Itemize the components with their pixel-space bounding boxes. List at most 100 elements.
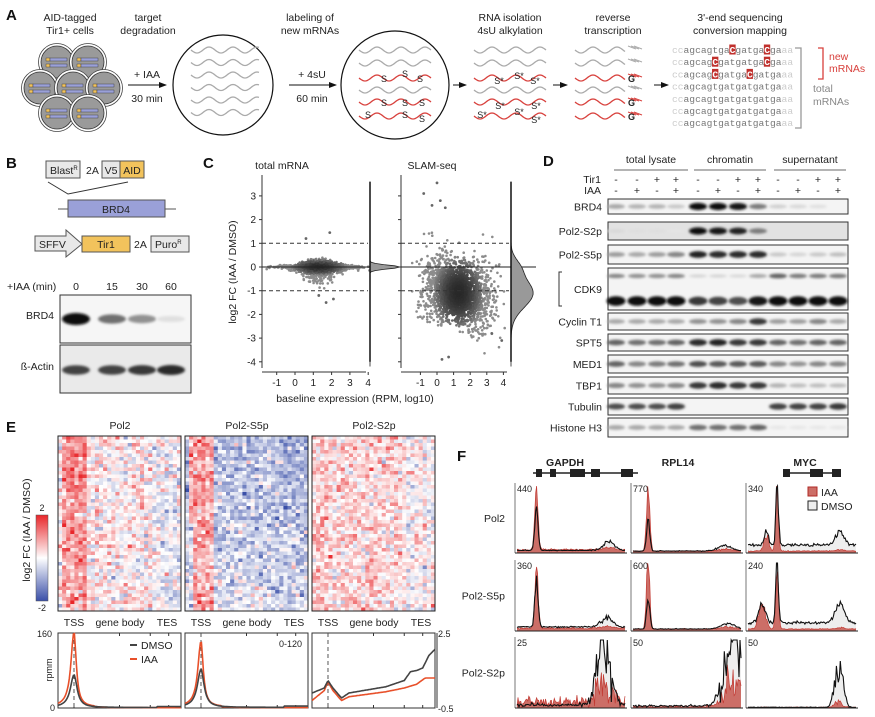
heatmap-cell	[66, 464, 71, 468]
scatter-point	[493, 287, 496, 290]
heatmap-cell	[152, 520, 157, 524]
iaa-sign: -	[736, 185, 740, 197]
blot-band	[729, 202, 747, 211]
heatmap-cell	[115, 443, 120, 447]
heatmap-cell	[160, 450, 165, 454]
blot-band	[809, 252, 827, 257]
heatmap-cell	[99, 502, 104, 507]
scatter-point	[453, 262, 456, 265]
brd4-allele-icon	[80, 114, 99, 119]
heatmap-cell	[66, 502, 71, 507]
scatter-outlier	[435, 181, 439, 185]
scatter-point	[415, 310, 418, 313]
heatmap-cell	[94, 453, 100, 458]
blot-band	[62, 313, 90, 325]
heatmap-cell	[131, 520, 137, 524]
heatmap-cell	[78, 467, 83, 472]
heatmap-cell	[94, 499, 100, 503]
scatter-point	[445, 254, 448, 258]
cell-circle-2	[340, 30, 450, 140]
scatter-point	[439, 272, 442, 276]
blot-band	[689, 318, 707, 325]
blot-label: Tubulin	[568, 402, 602, 414]
heatmap-cell	[152, 443, 157, 447]
scatter-point	[446, 274, 450, 278]
heatmap-cell	[127, 488, 133, 493]
heatmap-cell	[107, 509, 112, 514]
scatter-point	[491, 298, 495, 302]
heatmap-cell	[62, 471, 67, 475]
heatmap-cell	[135, 481, 141, 486]
heatmap-cell	[156, 467, 161, 472]
heatmap-cell	[160, 499, 165, 503]
step-labeling-subtitle: new mRNAs	[281, 25, 339, 37]
x-tick-label: 3	[347, 378, 353, 389]
heatmap-cell	[127, 453, 133, 458]
scatter-point	[469, 261, 472, 265]
iaa-sign: +	[795, 185, 801, 197]
heatmap-cell	[66, 436, 71, 440]
blot-band	[829, 273, 847, 279]
scatter-point	[476, 294, 479, 298]
scatter-point	[449, 296, 452, 300]
heatmap-cell	[144, 439, 149, 444]
scatter-point	[483, 314, 486, 318]
heatmap-cell	[99, 446, 104, 451]
blot-band	[748, 296, 768, 306]
heatmap-cell	[78, 471, 83, 475]
heatmap-cell	[123, 467, 128, 472]
scatter-point	[462, 310, 465, 314]
heatmap-cell	[111, 520, 116, 524]
puro-box	[150, 235, 190, 253]
scatter-point	[420, 295, 424, 299]
heatmap-cell	[62, 509, 67, 514]
scatter-outlier	[304, 237, 308, 240]
brd4-allele-icon	[80, 63, 99, 68]
heatmap-cell	[135, 499, 141, 503]
aid-tag-icon	[45, 114, 51, 119]
scatter-outlier	[332, 297, 335, 301]
scatter-point	[462, 256, 466, 259]
aid-label: AID	[123, 165, 141, 177]
scatter-point	[442, 292, 446, 296]
brd4-allele-icon	[80, 57, 99, 62]
blot-band	[607, 403, 625, 410]
heatmap-cell	[94, 481, 100, 486]
scatter-point	[436, 287, 440, 290]
heatmap-cell	[66, 499, 71, 503]
heatmap-cell	[62, 502, 67, 507]
heatmap-cell	[78, 446, 83, 451]
heatmap-cell	[131, 509, 137, 514]
scatter-point	[465, 307, 469, 311]
blot-band	[769, 273, 787, 279]
heatmap-cell	[127, 492, 133, 496]
scatter-point	[459, 287, 462, 290]
heatmap-cell	[172, 439, 178, 444]
heatmap-cell	[70, 446, 75, 451]
heatmap-cell	[62, 478, 67, 482]
blot-band	[769, 403, 787, 410]
blot-band	[648, 204, 666, 209]
panel-label-b: B	[6, 155, 17, 172]
scatter-point	[424, 308, 427, 311]
scatter-point	[432, 318, 436, 322]
heatmap-cell	[99, 450, 104, 454]
heatmap-cell	[156, 474, 161, 479]
heatmap-cell	[99, 457, 104, 461]
heatmap-cell	[160, 513, 165, 517]
scatter-point	[487, 287, 491, 291]
heatmap-cell	[119, 446, 124, 451]
scatter-point	[455, 299, 459, 303]
heatmap-cell	[99, 509, 104, 514]
heatmap-cell	[103, 478, 108, 482]
heatmap-cell	[90, 478, 96, 482]
heatmap-cell	[111, 478, 116, 482]
scatter-point	[315, 277, 319, 281]
heatmap-cell	[148, 471, 153, 475]
blot-band	[769, 252, 787, 257]
scatter-point	[432, 260, 436, 263]
blot-band	[709, 361, 727, 367]
blot-band	[689, 382, 707, 389]
scatter-point	[441, 318, 444, 322]
read-sequence: ccagcagCgatgatgaCgaaa	[672, 57, 793, 68]
